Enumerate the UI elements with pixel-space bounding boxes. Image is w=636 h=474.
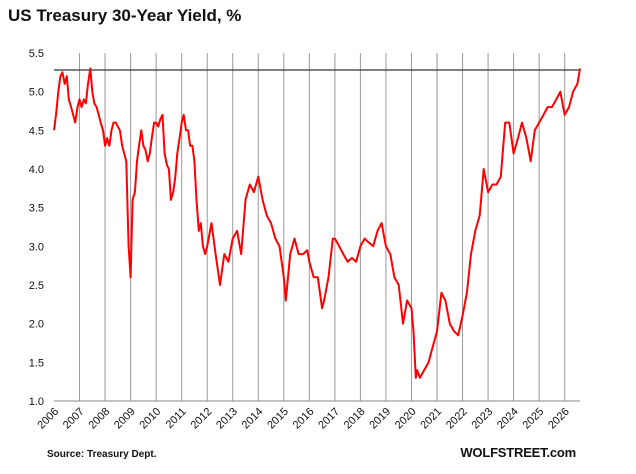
x-tick-label: 2009 xyxy=(112,406,138,432)
x-tick-label: 2008 xyxy=(86,406,112,432)
x-tick-label: 2026 xyxy=(546,406,572,432)
x-tick-label: 2017 xyxy=(316,406,342,432)
x-tick-label: 2016 xyxy=(291,406,317,432)
x-tick-label: 2013 xyxy=(214,406,240,432)
y-tick-label: 5.5 xyxy=(29,48,44,60)
x-tick-label: 2014 xyxy=(240,406,266,432)
chart-title: US Treasury 30-Year Yield, % xyxy=(8,6,242,25)
x-tick-label: 2025 xyxy=(521,406,547,432)
x-tick-label: 2024 xyxy=(495,406,521,432)
grid-lines xyxy=(79,53,566,401)
x-tick-label: 2011 xyxy=(164,406,189,431)
y-tick-label: 3.0 xyxy=(29,241,44,253)
x-tick-label: 2021 xyxy=(418,406,444,432)
y-tick-label: 1.0 xyxy=(29,396,44,408)
x-tick-label: 2020 xyxy=(393,406,419,432)
x-tick-label: 2015 xyxy=(265,406,291,432)
y-tick-label: 4.5 xyxy=(29,125,44,137)
y-tick-label: 3.5 xyxy=(29,203,44,215)
brand-label: WOLFSTREET.com xyxy=(460,445,576,460)
x-tick-label: 2007 xyxy=(61,406,87,432)
source-note: Source: Treasury Dept. xyxy=(47,449,157,460)
x-tick-label: 2012 xyxy=(189,406,215,432)
x-tick-label: 2023 xyxy=(469,406,495,432)
y-tick-label: 5.0 xyxy=(29,87,44,99)
x-axis-ticks: 2006 2007 2008 2009 2010 2011 2012 2013 2014 2015… xyxy=(35,406,571,432)
series-line-30y-yield xyxy=(53,67,581,379)
y-axis-ticks: 1.0 1.5 2.0 2.5 3.0 3.5 4.0 4.5 5.0 5.5 xyxy=(29,48,44,408)
y-tick-label: 2.0 xyxy=(29,319,44,331)
y-tick-label: 1.5 xyxy=(29,357,44,369)
x-tick-label: 2010 xyxy=(138,406,164,432)
x-tick-label: 2019 xyxy=(367,406,393,432)
x-tick-label: 2006 xyxy=(35,406,61,432)
y-tick-label: 4.0 xyxy=(29,164,44,176)
x-tick-label: 2018 xyxy=(342,406,368,432)
x-tick-label: 2022 xyxy=(444,406,470,432)
y-tick-label: 2.5 xyxy=(29,280,44,292)
